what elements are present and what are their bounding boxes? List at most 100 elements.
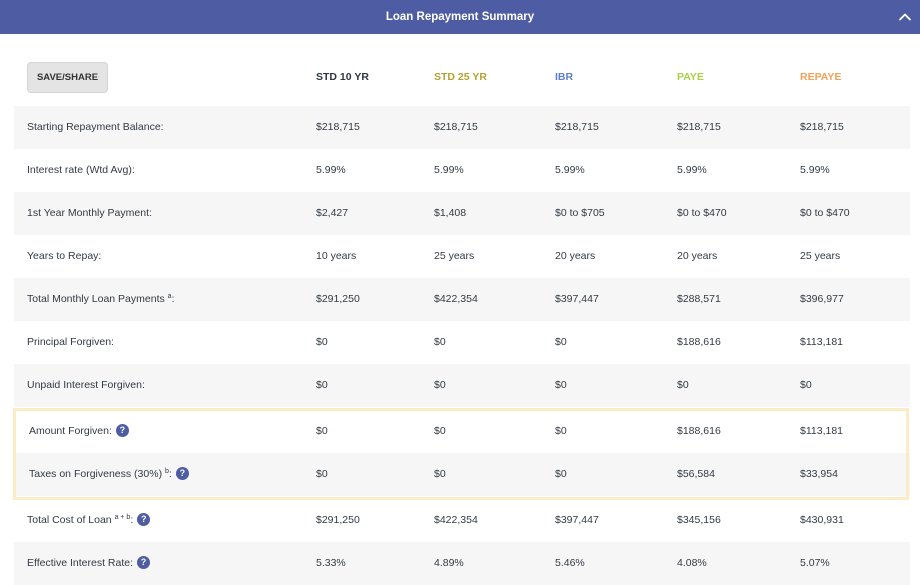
table-row: Taxes on Forgiveness (30%) b:? $0 $0 $0 $56,…: [14, 453, 910, 496]
row-label: Total Cost of Loan a + b:?: [27, 499, 151, 542]
table-cell: $397,447: [555, 293, 599, 305]
table-cell: $422,354: [434, 293, 478, 305]
table-cell: $0: [555, 379, 567, 391]
table-cell: 10 years: [316, 250, 357, 262]
footnote-marker: b: [164, 468, 169, 475]
table-cell: $188,616: [677, 336, 721, 348]
table-row: Principal Forgiven: $0 $0 $0 $188,616 $113,18…: [14, 321, 910, 364]
table-row: Total Cost of Loan a + b:? $291,250 $422,3…: [14, 499, 910, 542]
row-label: Principal Forgiven:: [27, 321, 114, 364]
row-label: Taxes on Forgiveness (30%) b:?: [29, 453, 189, 496]
table-cell: $396,977: [800, 293, 844, 305]
table-cell: $113,181: [800, 336, 844, 348]
help-icon[interactable]: ?: [137, 555, 151, 569]
row-label-text: Unpaid Interest Forgiven:: [27, 379, 145, 391]
help-icon[interactable]: ?: [137, 512, 151, 526]
row-label-text: Starting Repayment Balance:: [27, 121, 164, 133]
row-label-text: Total Monthly Loan Payments: [27, 293, 165, 305]
table-cell: 5.99%: [555, 164, 585, 176]
table-cell: $188,616: [677, 425, 721, 437]
row-label-suffix: :: [171, 293, 175, 305]
table-cell: $0: [555, 468, 567, 480]
help-icon[interactable]: ?: [115, 423, 129, 437]
row-label: Unpaid Interest Forgiven:: [27, 364, 145, 407]
table-cell: 5.46%: [555, 557, 585, 569]
footnote-marker: a + b: [114, 514, 131, 521]
table-cell: $288,571: [677, 293, 721, 305]
table-cell: $345,156: [677, 514, 721, 526]
row-label: 1st Year Monthly Payment:: [27, 192, 152, 235]
table-cell: $0: [316, 468, 328, 480]
table-cell: $397,447: [555, 514, 599, 526]
summary-header-bar[interactable]: Loan Repayment Summary: [0, 0, 920, 34]
table-cell: $218,715: [316, 121, 360, 133]
table-cell: $422,354: [434, 514, 478, 526]
table-body: Starting Repayment Balance: $218,715 $218,…: [14, 106, 910, 585]
table-cell: $291,250: [316, 293, 360, 305]
table-row: Total Monthly Loan Payments a: $291,250 $4…: [14, 278, 910, 321]
help-icon[interactable]: ?: [175, 466, 189, 480]
row-label-text: Interest rate (Wtd Avg):: [27, 164, 135, 176]
table-cell: 4.08%: [677, 557, 707, 569]
table-cell: 5.99%: [316, 164, 346, 176]
table-cell: $218,715: [677, 121, 721, 133]
table-cell: $0: [555, 425, 567, 437]
chevron-up-icon[interactable]: [898, 10, 912, 24]
table-row: Unpaid Interest Forgiven: $0 $0 $0 $0 $0: [14, 364, 910, 407]
repayment-table: SAVE/SHARE STD 10 YR STD 25 YR IBR PAYE …: [13, 46, 910, 585]
table-cell: $0: [434, 336, 446, 348]
table-cell: $0: [316, 425, 328, 437]
table-cell: $1,408: [434, 207, 467, 219]
table-cell: $0 to $470: [800, 207, 850, 219]
table-cell: $0: [434, 379, 446, 391]
table-cell: $430,931: [800, 514, 844, 526]
table-cell: 5.99%: [434, 164, 464, 176]
table-header-row: SAVE/SHARE STD 10 YR STD 25 YR IBR PAYE …: [14, 46, 910, 106]
table-cell: $218,715: [555, 121, 599, 133]
table-cell: $0: [800, 379, 812, 391]
row-label: Total Monthly Loan Payments a:: [27, 278, 175, 321]
table-cell: $0: [434, 425, 446, 437]
table-cell: $0 to $705: [555, 207, 605, 219]
column-header-std-25-yr: STD 25 YR: [434, 71, 487, 83]
table-row: Starting Repayment Balance: $218,715 $218,…: [14, 106, 910, 149]
table-cell: $218,715: [434, 121, 478, 133]
table-cell: 20 years: [555, 250, 596, 262]
row-label-text: Principal Forgiven:: [27, 336, 114, 348]
table-cell: 5.99%: [800, 164, 830, 176]
table-cell: $0: [555, 336, 567, 348]
table-cell: 5.07%: [800, 557, 830, 569]
table-row: Effective Interest Rate:? 5.33% 4.89% 5.46%…: [14, 542, 910, 585]
table-cell: 4.89%: [434, 557, 464, 569]
row-label-text: Effective Interest Rate:: [27, 557, 134, 569]
table-row: Interest rate (Wtd Avg): 5.99% 5.99% 5.99% 5…: [14, 149, 910, 192]
row-label-text: 1st Year Monthly Payment:: [27, 207, 152, 219]
row-label-text: Years to Repay:: [27, 250, 102, 262]
column-header-std-10-yr: STD 10 YR: [316, 71, 369, 83]
table-cell: 25 years: [434, 250, 475, 262]
footnote-marker: a: [167, 293, 172, 300]
row-label: Amount Forgiven:?: [29, 410, 129, 453]
table-cell: $218,715: [800, 121, 844, 133]
table-cell: $113,181: [800, 425, 844, 437]
table-cell: $0: [434, 468, 446, 480]
table-cell: $0 to $470: [677, 207, 727, 219]
table-cell: $2,427: [316, 207, 349, 219]
table-row: 1st Year Monthly Payment: $2,427 $1,408 $0 …: [14, 192, 910, 235]
row-label-text: Taxes on Forgiveness (30%): [29, 468, 163, 480]
table-cell: $0: [316, 336, 328, 348]
table-row: Amount Forgiven:? $0 $0 $0 $188,616 $113,181: [14, 410, 910, 453]
table-cell: 20 years: [677, 250, 718, 262]
row-label-suffix: :: [130, 514, 134, 526]
row-label-text: Amount Forgiven:: [29, 425, 112, 437]
table-cell: $291,250: [316, 514, 360, 526]
column-header-ibr: IBR: [555, 71, 574, 83]
table-cell: $33,954: [800, 468, 838, 480]
summary-title: Loan Repayment Summary: [385, 11, 535, 23]
save-share-button[interactable]: SAVE/SHARE: [27, 62, 108, 93]
row-label: Starting Repayment Balance:: [27, 106, 164, 149]
table-cell: 5.99%: [677, 164, 707, 176]
table-cell: $0: [677, 379, 689, 391]
row-label-suffix: :: [168, 468, 172, 480]
table-cell: 5.33%: [316, 557, 346, 569]
